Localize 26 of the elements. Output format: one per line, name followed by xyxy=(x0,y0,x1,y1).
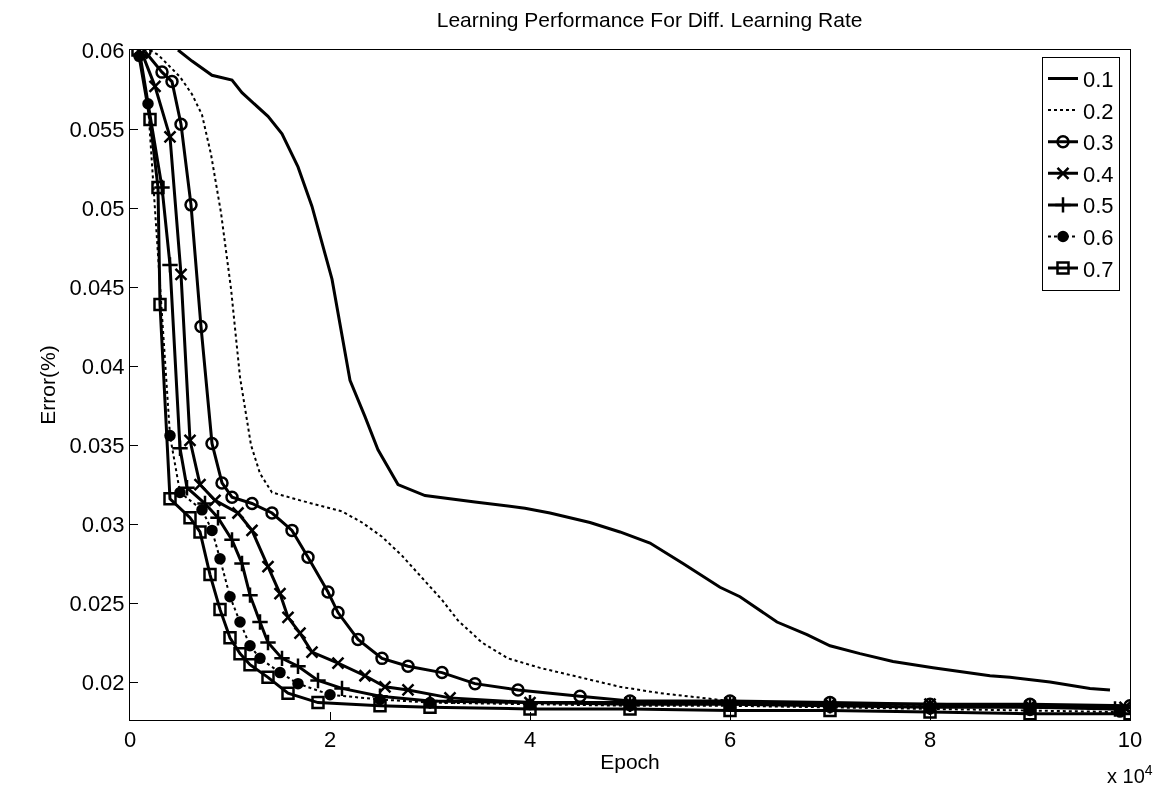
legend-label: 0.1 xyxy=(1083,67,1114,93)
x-tick-label: 8 xyxy=(923,727,937,753)
legend-label: 0.7 xyxy=(1083,256,1114,282)
y-tick-label: 0.045 xyxy=(69,274,125,300)
legend-label: 0.2 xyxy=(1083,98,1114,124)
legend-label: 0.4 xyxy=(1083,161,1114,187)
y-tick-label: 0.04 xyxy=(81,353,125,379)
legend-label: 0.3 xyxy=(1083,130,1114,156)
y-axis-title: Error(%) xyxy=(35,345,59,425)
y-tick-label: 0.035 xyxy=(69,432,125,458)
legend-label: 0.5 xyxy=(1083,193,1114,219)
x-axis-title: Epoch xyxy=(600,749,660,773)
y-tick-label: 0.025 xyxy=(69,590,125,616)
x-tick-label: 6 xyxy=(723,727,737,753)
y-tick-label: 0.02 xyxy=(81,669,125,695)
x-tick-label: 10 xyxy=(1117,727,1143,753)
text: x 10$^{4}$ xyxy=(1107,762,1153,788)
y-tick-label: 0.06 xyxy=(81,37,125,63)
x-tick-label: 4 xyxy=(523,727,537,753)
y-tick-label: 0.03 xyxy=(81,511,125,537)
chart-title: Learning Performance For Diff. Learning Rate xyxy=(436,7,863,31)
y-tick-label: 0.05 xyxy=(81,195,125,221)
x-tick-label: 0 xyxy=(123,727,137,753)
y-tick-label: 0.055 xyxy=(69,116,125,142)
legend-label: 0.6 xyxy=(1083,225,1114,251)
x-tick-label: 2 xyxy=(323,727,337,753)
